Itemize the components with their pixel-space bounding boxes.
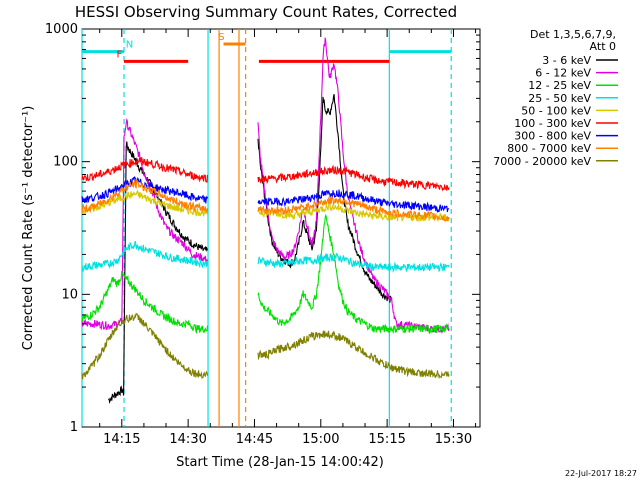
vertical-markers	[81, 29, 452, 427]
legend-label-8: 7000 - 20000 keV	[493, 155, 591, 168]
x-tick-label: 15:00	[302, 432, 339, 447]
footer-date: 22-Jul-2017 18:27	[565, 469, 637, 478]
legend-label-3: 25 - 50 keV	[528, 92, 591, 105]
x-tick-label: 14:45	[236, 432, 273, 447]
series-line-8	[81, 312, 450, 380]
x-tick-label: 15:15	[368, 432, 405, 447]
legend-header-line-1: Det 1,3,5,6,7,9,	[530, 28, 616, 41]
series-line-6	[81, 176, 450, 214]
series-line-3	[81, 240, 450, 273]
legend-label-5: 100 - 300 keV	[514, 117, 591, 130]
flag-label-N: N	[126, 40, 133, 51]
series-line-2	[81, 213, 450, 335]
series-line-0	[108, 93, 393, 405]
legend-label-6: 300 - 800 keV	[514, 130, 591, 143]
series-lines	[81, 37, 450, 405]
x-axis-label: Start Time (28-Jan-15 14:00:42)	[176, 455, 384, 470]
x-tick-label: 14:30	[169, 432, 206, 447]
legend-label-2: 12 - 25 keV	[528, 79, 591, 92]
flag-label-F: F	[116, 49, 122, 60]
x-axis: 14:15 14:30 14:45 15:00 15:15 15:30	[99, 29, 477, 447]
y-axis-label: Corrected Count Rate (s⁻¹ detector⁻¹)	[21, 106, 36, 351]
y-tick-label: 1000	[45, 22, 78, 37]
x-tick-label: 14:15	[103, 432, 140, 447]
y-axis: 1 10 100 1000	[45, 22, 480, 435]
y-tick-label: 100	[53, 155, 78, 170]
flag-label-S: S	[218, 32, 224, 43]
legend-label-7: 800 - 7000 keV	[507, 142, 591, 155]
x-tick-label: 15:30	[435, 432, 472, 447]
y-tick-label: 10	[61, 287, 78, 302]
y-tick-label: 1	[70, 420, 78, 435]
series-line-1	[81, 37, 450, 335]
plot-frame	[81, 28, 481, 428]
legend-header-line-2: Att 0	[590, 40, 616, 53]
legend-label-4: 50 - 100 keV	[521, 104, 591, 117]
series-line-7	[81, 178, 450, 222]
legend-label-1: 6 - 12 keV	[535, 67, 591, 80]
flag-bars: NF S	[82, 32, 452, 63]
legend-label-0: 3 - 6 keV	[542, 54, 591, 67]
chart-title: HESSI Observing Summary Count Rates, Cor…	[75, 3, 457, 21]
series-line-5	[81, 157, 450, 192]
